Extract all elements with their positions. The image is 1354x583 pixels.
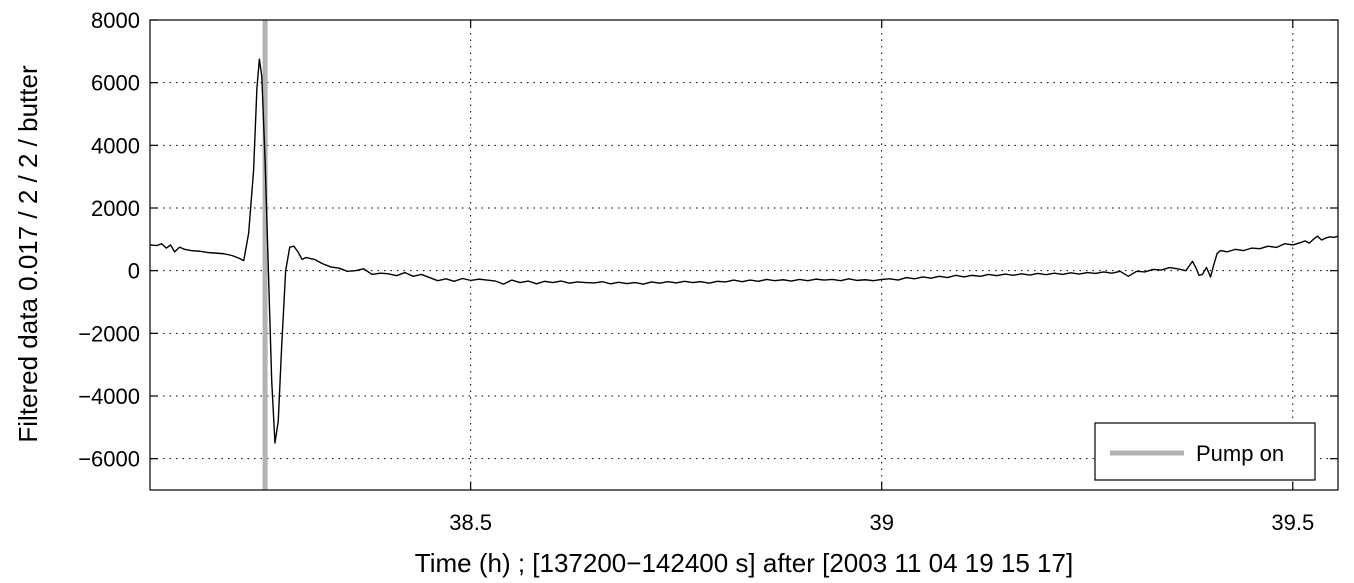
y-tick-label: 4000 — [91, 133, 140, 158]
legend-label-pump-on: Pump on — [1196, 441, 1284, 466]
y-tick-label: 0 — [128, 259, 140, 284]
signal-line — [149, 58, 1339, 444]
y-tick-label: 8000 — [91, 8, 140, 33]
tick-labels: 38.5 39 39.5 −6000 −4000 −2000 0 2000 4000 6000 80… — [78, 8, 1314, 535]
y-tick-label: 2000 — [91, 196, 140, 221]
y-axis-label: Filtered data 0.017 / 2 / 2 / butter — [13, 65, 43, 443]
plot-frame — [149, 19, 1339, 491]
legend: Pump on — [1094, 422, 1316, 481]
x-tick-label: 39.5 — [1271, 510, 1314, 535]
x-axis-label: Time (h) ; [137200−142400 s] after [2003… — [415, 548, 1073, 578]
series-layer — [149, 58, 1339, 444]
y-tick-label: −4000 — [78, 384, 140, 409]
y-tick-label: −6000 — [78, 447, 140, 472]
x-tick-label: 38.5 — [449, 510, 492, 535]
axes — [149, 19, 1339, 491]
y-tick-label: −2000 — [78, 321, 140, 346]
x-tick-label: 39 — [869, 510, 893, 535]
y-tick-label: 6000 — [91, 71, 140, 96]
grid-lines — [150, 20, 1338, 490]
